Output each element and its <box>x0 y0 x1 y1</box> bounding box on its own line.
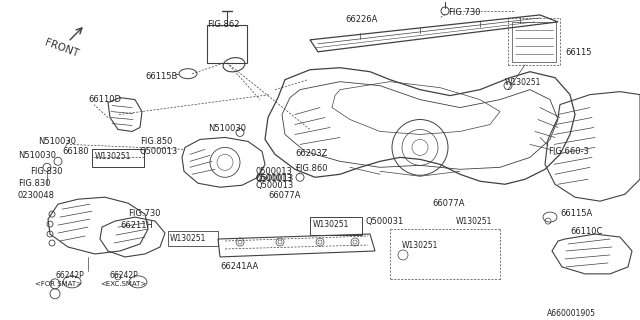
Text: W130251: W130251 <box>313 220 349 229</box>
Text: 66115A: 66115A <box>560 209 592 218</box>
Text: 66211H: 66211H <box>120 221 153 230</box>
Text: <EXC.SMAT>: <EXC.SMAT> <box>100 281 147 287</box>
Text: 66115: 66115 <box>565 48 591 57</box>
Text: A660001905: A660001905 <box>547 309 596 318</box>
Text: W130251: W130251 <box>456 217 492 226</box>
Text: Q500013: Q500013 <box>140 148 179 156</box>
Text: FIG.862: FIG.862 <box>207 20 239 29</box>
Text: 66110C: 66110C <box>570 227 602 236</box>
Text: FIG.830: FIG.830 <box>18 179 51 188</box>
Text: 0500013: 0500013 <box>255 174 292 183</box>
Bar <box>207 25 247 63</box>
Text: W130251: W130251 <box>402 241 438 250</box>
Text: 66077A: 66077A <box>268 191 301 200</box>
Text: 66115B: 66115B <box>145 72 177 81</box>
Text: W130251: W130251 <box>505 78 541 87</box>
Text: 66242P: 66242P <box>110 271 139 280</box>
Text: 0230048: 0230048 <box>18 191 55 200</box>
Text: FIG.850: FIG.850 <box>140 137 172 147</box>
Text: 66077A: 66077A <box>432 199 465 208</box>
Text: FIG.660-3: FIG.660-3 <box>548 148 589 156</box>
Text: <FOR SMAT>: <FOR SMAT> <box>35 281 82 287</box>
Text: FIG.830: FIG.830 <box>30 167 63 176</box>
Text: FIG.860: FIG.860 <box>295 164 328 173</box>
Text: 0500013: 0500013 <box>255 167 292 176</box>
Text: 66242P: 66242P <box>55 271 84 280</box>
Text: FRONT: FRONT <box>43 38 79 59</box>
Text: N510030: N510030 <box>38 137 76 147</box>
Text: 66226A: 66226A <box>345 15 378 24</box>
Text: W130251: W130251 <box>170 234 206 243</box>
Text: W130251: W130251 <box>95 152 131 161</box>
Text: 66180: 66180 <box>62 148 88 156</box>
Bar <box>310 217 362 235</box>
Text: N510030: N510030 <box>208 124 246 133</box>
Text: Q500013: Q500013 <box>255 181 293 190</box>
Text: Q500013: Q500013 <box>255 174 293 183</box>
Text: FIG.730: FIG.730 <box>448 8 481 17</box>
Text: Q500031: Q500031 <box>365 217 403 226</box>
Bar <box>168 231 218 246</box>
Text: FIG.730: FIG.730 <box>128 209 161 218</box>
Text: 66110D: 66110D <box>88 95 121 104</box>
Bar <box>92 149 144 167</box>
Text: 66203Z: 66203Z <box>295 149 328 158</box>
Text: N510030: N510030 <box>18 151 56 160</box>
Text: 66241AA: 66241AA <box>220 262 259 271</box>
